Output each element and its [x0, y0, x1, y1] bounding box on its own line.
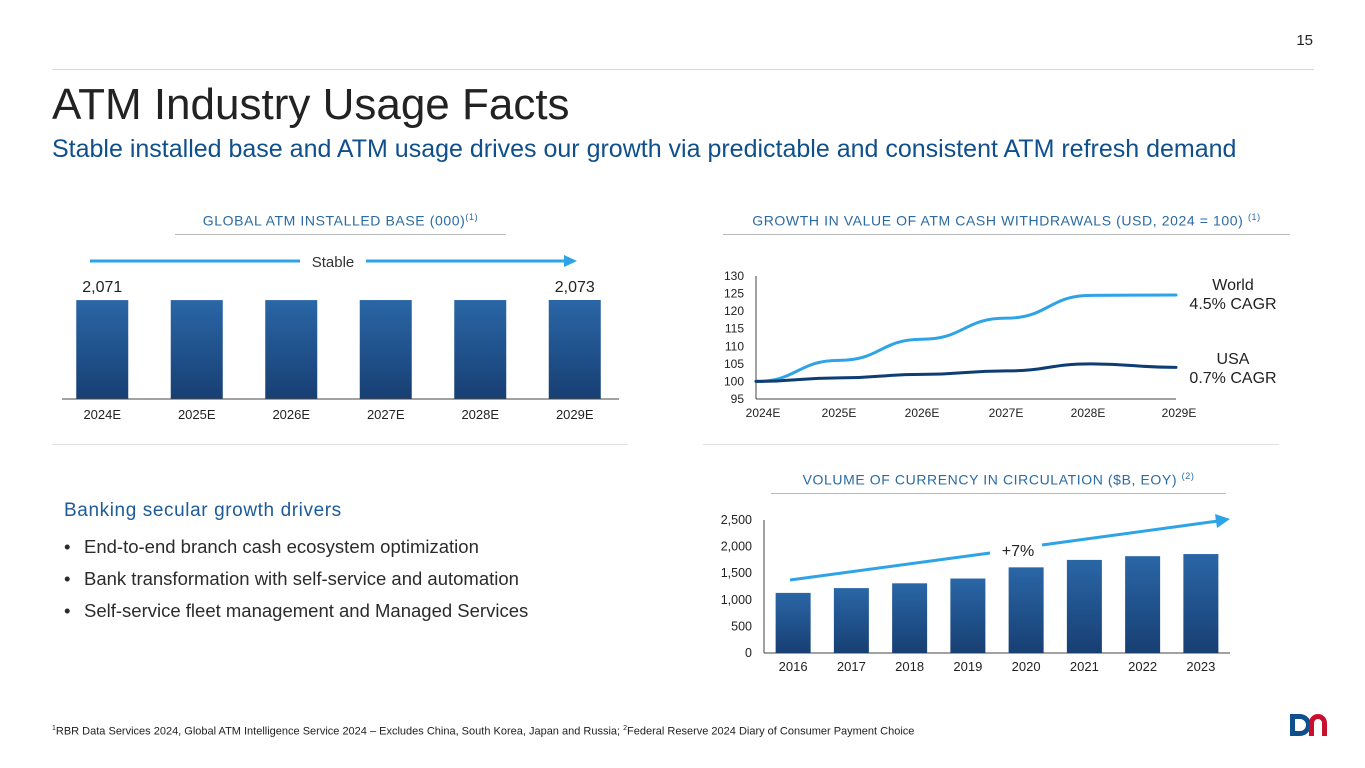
y-tick-130: 130: [724, 269, 744, 283]
driver-item: • Self-service fleet management and Manag…: [64, 600, 529, 621]
y-tick-125: 125: [724, 287, 744, 301]
y-tick-105: 105: [724, 357, 744, 371]
bar-2028E: [454, 300, 507, 399]
page-number: 15: [1296, 32, 1313, 49]
series-label-usa: USA: [1217, 351, 1250, 368]
logo-d-shape: [1290, 714, 1311, 736]
bar-2029E: [548, 300, 601, 399]
y-tick-110: 110: [725, 339, 744, 353]
growth-arrowhead: [1215, 514, 1230, 528]
drivers-list: • End-to-end branch cash ecosystem optimi…: [64, 536, 528, 622]
x-tick-2017: 2017: [837, 659, 866, 674]
bar-2022: [1125, 556, 1161, 653]
y-tick-2500: 2,500: [721, 513, 752, 527]
series-cagr-usa: 0.7% CAGR: [1189, 370, 1276, 387]
right-panel-divider: [703, 444, 1279, 445]
y-tick-120: 120: [724, 304, 744, 318]
top-divider: [52, 69, 1314, 70]
y-tick-95: 95: [731, 392, 745, 406]
growth-drivers: Banking secular growth drivers • End-to-e…: [64, 500, 528, 632]
x-tick-2020: 2020: [1012, 659, 1041, 674]
x-tick-2018: 2018: [895, 659, 924, 674]
x-tick-2028E: 2028E: [1071, 406, 1106, 420]
x-tick-2026E: 2026E: [272, 407, 310, 422]
currency-title: VOLUME OF CURRENCY IN CIRCULATION ($B, E…: [802, 471, 1195, 488]
page-title: ATM Industry Usage Facts: [52, 80, 570, 129]
withdrawals-title-rule: [723, 234, 1290, 235]
series-cagr-world: 4.5% CAGR: [1189, 296, 1276, 313]
company-logo-icon: [1290, 714, 1327, 736]
bullet-icon: •: [64, 600, 71, 621]
currency-title-rule: [771, 493, 1226, 494]
x-tick-2025E: 2025E: [822, 406, 857, 420]
x-tick-2026E: 2026E: [905, 406, 940, 420]
bullet-icon: •: [64, 568, 71, 589]
bar-2027E: [359, 300, 412, 399]
bar-2019: [950, 578, 986, 653]
y-tick-0: 0: [745, 646, 752, 660]
y-tick-1000: 1,000: [721, 593, 752, 607]
stable-label: Stable: [312, 254, 355, 271]
x-tick-2023: 2023: [1186, 659, 1215, 674]
growth-label: +7%: [1002, 543, 1034, 560]
y-tick-2000: 2,000: [721, 540, 752, 554]
bar-2023: [1183, 554, 1219, 653]
data-label-2024E: 2,071: [82, 279, 122, 296]
driver-item: • Bank transformation with self-service a…: [64, 568, 519, 589]
bullet-icon: •: [64, 536, 71, 557]
growth-arrow-line-left: [789, 551, 991, 582]
bar-2020: [1008, 567, 1044, 653]
x-tick-2028E: 2028E: [461, 407, 499, 422]
series-label-world: World: [1212, 277, 1254, 294]
footnote: 1RBR Data Services 2024, Global ATM Inte…: [52, 725, 915, 738]
driver-item: • End-to-end branch cash ecosystem optimi…: [64, 536, 479, 557]
withdrawals-title: GROWTH IN VALUE OF ATM CASH WITHDRAWALS …: [752, 212, 1261, 229]
data-label-2029E: 2,073: [555, 279, 595, 296]
x-tick-2027E: 2027E: [367, 407, 405, 422]
y-tick-500: 500: [731, 619, 752, 633]
x-tick-2021: 2021: [1070, 659, 1099, 674]
series-line-usa: [754, 362, 1178, 383]
bar-2017: [833, 588, 869, 653]
x-tick-2025E: 2025E: [178, 407, 216, 422]
installed-base-title-rule: [175, 234, 506, 235]
x-tick-2027E: 2027E: [989, 406, 1024, 420]
y-tick-115: 115: [725, 322, 744, 336]
x-tick-2016: 2016: [779, 659, 808, 674]
bar-2016: [775, 592, 811, 653]
series-line-world: [754, 293, 1178, 383]
growth-arrow-line-right: [1041, 519, 1219, 547]
bar-2018: [892, 583, 928, 653]
y-tick-1500: 1,500: [721, 566, 752, 580]
y-tick-100: 100: [724, 374, 744, 388]
bar-2026E: [265, 300, 318, 399]
left-panel-divider: [52, 444, 628, 445]
x-tick-2024E: 2024E: [746, 406, 781, 420]
stable-arrowhead: [564, 255, 577, 267]
bar-2025E: [170, 300, 223, 399]
x-tick-2019: 2019: [953, 659, 982, 674]
logo-n-shape: [1309, 714, 1327, 736]
x-tick-2029E: 2029E: [1162, 406, 1197, 420]
x-tick-2029E: 2029E: [556, 407, 594, 422]
bar-2024E: [76, 300, 129, 399]
x-tick-2024E: 2024E: [83, 407, 121, 422]
drivers-heading: Banking secular growth drivers: [64, 500, 342, 521]
bar-2021: [1066, 559, 1102, 653]
page-subtitle: Stable installed base and ATM usage driv…: [52, 135, 1237, 163]
x-tick-2022: 2022: [1128, 659, 1157, 674]
installed-base-title: GLOBAL ATM INSTALLED BASE (000)(1): [202, 212, 479, 229]
